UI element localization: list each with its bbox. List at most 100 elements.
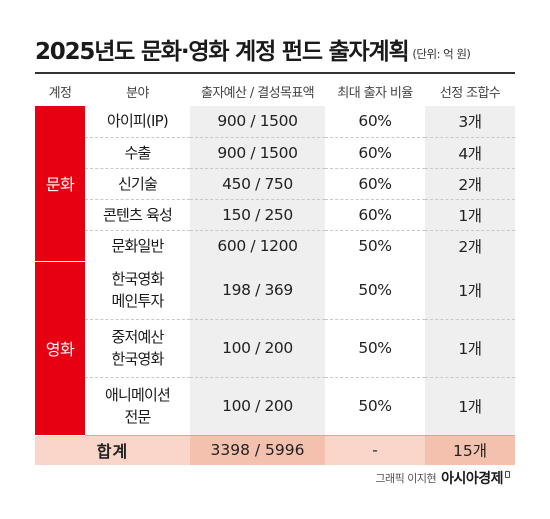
budget-target-cell: 100 / 200 [190, 319, 325, 378]
field-label-line: 애니메이션 [104, 386, 171, 404]
column-header-field: 분야 [85, 76, 190, 106]
graphic-credit: 그래픽 이지현 [375, 472, 437, 485]
field-label-line: 한국영화 [111, 269, 164, 288]
ratio-cell: 50% [358, 397, 392, 415]
table-row: 중저예산 한국영화 100 / 200 50% 1개 [35, 319, 515, 378]
table-row: 애니메이션 전문 100 / 200 50% 1개 [35, 377, 515, 435]
total-count-cell: 15개 [425, 434, 515, 465]
brand-mark-icon [505, 470, 510, 478]
target-value: 369 [264, 280, 293, 299]
ratio-cell: 50% [358, 236, 392, 255]
title-divider [35, 72, 515, 74]
count-cell: 2개 [425, 230, 515, 261]
account-cell: 영화 [35, 260, 85, 436]
ratio-cell: 60% [325, 168, 425, 200]
field-label-line: 문화일반 [111, 236, 164, 255]
budget-value: 900 [217, 112, 246, 131]
budget-target-separator: / [245, 112, 260, 131]
budget-value: 150 [222, 205, 251, 224]
budget-target-cell: 100 / 200 [190, 377, 325, 435]
target-value: 250 [264, 205, 293, 224]
column-header-count: 선정 조합수 [439, 85, 501, 101]
budget-target-separator: / [245, 143, 260, 162]
budget-target-separator: / [250, 205, 265, 224]
header-row: 계정 분야 출자예산 / 결성목표액 최대 출자 비율 선정 조합수 [35, 76, 515, 106]
field-label-line: 전문 [124, 408, 151, 426]
field-label-line: 콘텐츠 육성 [103, 205, 173, 224]
ratio-cell: 60% [325, 106, 425, 138]
footer: 그래픽 이지현 아시아경제 [375, 468, 510, 488]
budget-target-separator: / [250, 397, 265, 415]
field-cell: 수출 [85, 137, 190, 169]
field-label-line: 중저예산 [111, 328, 164, 346]
field-label-line: 한국영화 [111, 350, 164, 368]
count-cell: 1개 [425, 199, 515, 231]
table-body: 문화 아이피(IP) 900 / 1500 60% 3개 수출 900 / 1500 60% 4… [35, 106, 515, 465]
field-label-line: 신기술 [117, 174, 158, 193]
budget-target-cell: 900 / 1500 [190, 106, 325, 138]
budget-target-separator: / [250, 280, 265, 299]
count-cell: 1개 [425, 377, 515, 435]
budget-target-cell: 900 / 1500 [190, 137, 325, 169]
budget-value: 600 [217, 236, 246, 255]
count-cell: 3개 [425, 106, 515, 138]
budget-target-cell: 450 / 750 [190, 168, 325, 200]
investment-plan-table: 계정 분야 출자예산 / 결성목표액 최대 출자 비율 선정 조합수 문화 아이피… [35, 76, 515, 465]
budget-value: 198 [222, 280, 251, 299]
table-row: 영화 한국영화 메인투자 198 / 369 50% 1개 [35, 260, 515, 436]
page-title: 2025년도 문화·영화 계정 펀드 출자계획 [35, 39, 410, 65]
count-cell: 2개 [425, 168, 515, 200]
title-row: 2025년도 문화·영화 계정 펀드 출자계획 (단위: 억 원) [35, 30, 515, 66]
count-cell: 1개 [425, 319, 515, 378]
ratio-cell: 60% [325, 199, 425, 231]
target-value: 200 [264, 339, 293, 357]
table-row: 콘텐츠 육성 150 / 250 60% 1개 [35, 199, 515, 231]
ratio-cell: 50% [325, 261, 425, 320]
account-cell: 문화 [35, 106, 85, 262]
ratio-cell: 60% [325, 137, 425, 169]
budget-target-separator: / [250, 339, 265, 357]
table-row: 문화 아이피(IP) 900 / 1500 60% 3개 [35, 106, 515, 262]
budget-value: 900 [217, 143, 246, 162]
budget-target-cell: 600 / 1200 [190, 230, 325, 261]
target-value: 1200 [259, 236, 298, 255]
field-label-line: 메인투자 [111, 291, 164, 310]
budget-target-cell: 150 / 250 [190, 199, 325, 231]
budget-target-cell: 198 / 369 [190, 261, 325, 320]
table-row: 신기술 450 / 750 60% 2개 [35, 168, 515, 200]
ratio-cell: 50% [325, 319, 425, 378]
budget-value: 450 [222, 174, 251, 193]
total-ratio-cell: - [325, 434, 425, 465]
target-value: 200 [264, 397, 293, 415]
budget-target-separator: / [245, 236, 260, 255]
total-budget-target-cell: 3398 / 5996 [190, 434, 325, 465]
count-cell: 1개 [425, 261, 515, 320]
brand-logo: 아시아경제 [441, 471, 503, 487]
target-value: 750 [264, 174, 293, 193]
field-cell: 콘텐츠 육성 [85, 199, 190, 231]
total-budget-value: 3398 [210, 441, 250, 460]
budget-value: 100 [222, 339, 251, 357]
column-header-ratio: 최대 출자 비율 [325, 76, 425, 106]
unit-note: (단위: 억 원) [412, 47, 471, 61]
budget-target-separator: / [250, 174, 265, 193]
column-header-budget: 출자예산 / 결성목표액 [200, 85, 315, 101]
budget-target-separator: / [249, 441, 266, 460]
count-cell: 4개 [425, 137, 515, 169]
table-row: 수출 900 / 1500 60% 4개 [35, 137, 515, 169]
column-header-account: 계정 [35, 76, 85, 106]
field-cell: 문화일반 [85, 230, 190, 261]
total-row: 합계 3398 / 5996-15개 [35, 434, 515, 465]
target-value: 1500 [259, 112, 298, 131]
budget-value: 100 [222, 397, 251, 415]
field-cell: 아이피(IP) [85, 106, 190, 138]
total-label: 합계 [35, 434, 190, 465]
field-label-line: 수출 [124, 143, 151, 162]
field-label-line: 아이피(IP) [107, 112, 169, 131]
table-row: 문화일반 600 / 1200 50% 2개 [35, 230, 515, 261]
target-value: 1500 [259, 143, 298, 162]
total-target-value: 5996 [265, 441, 305, 460]
